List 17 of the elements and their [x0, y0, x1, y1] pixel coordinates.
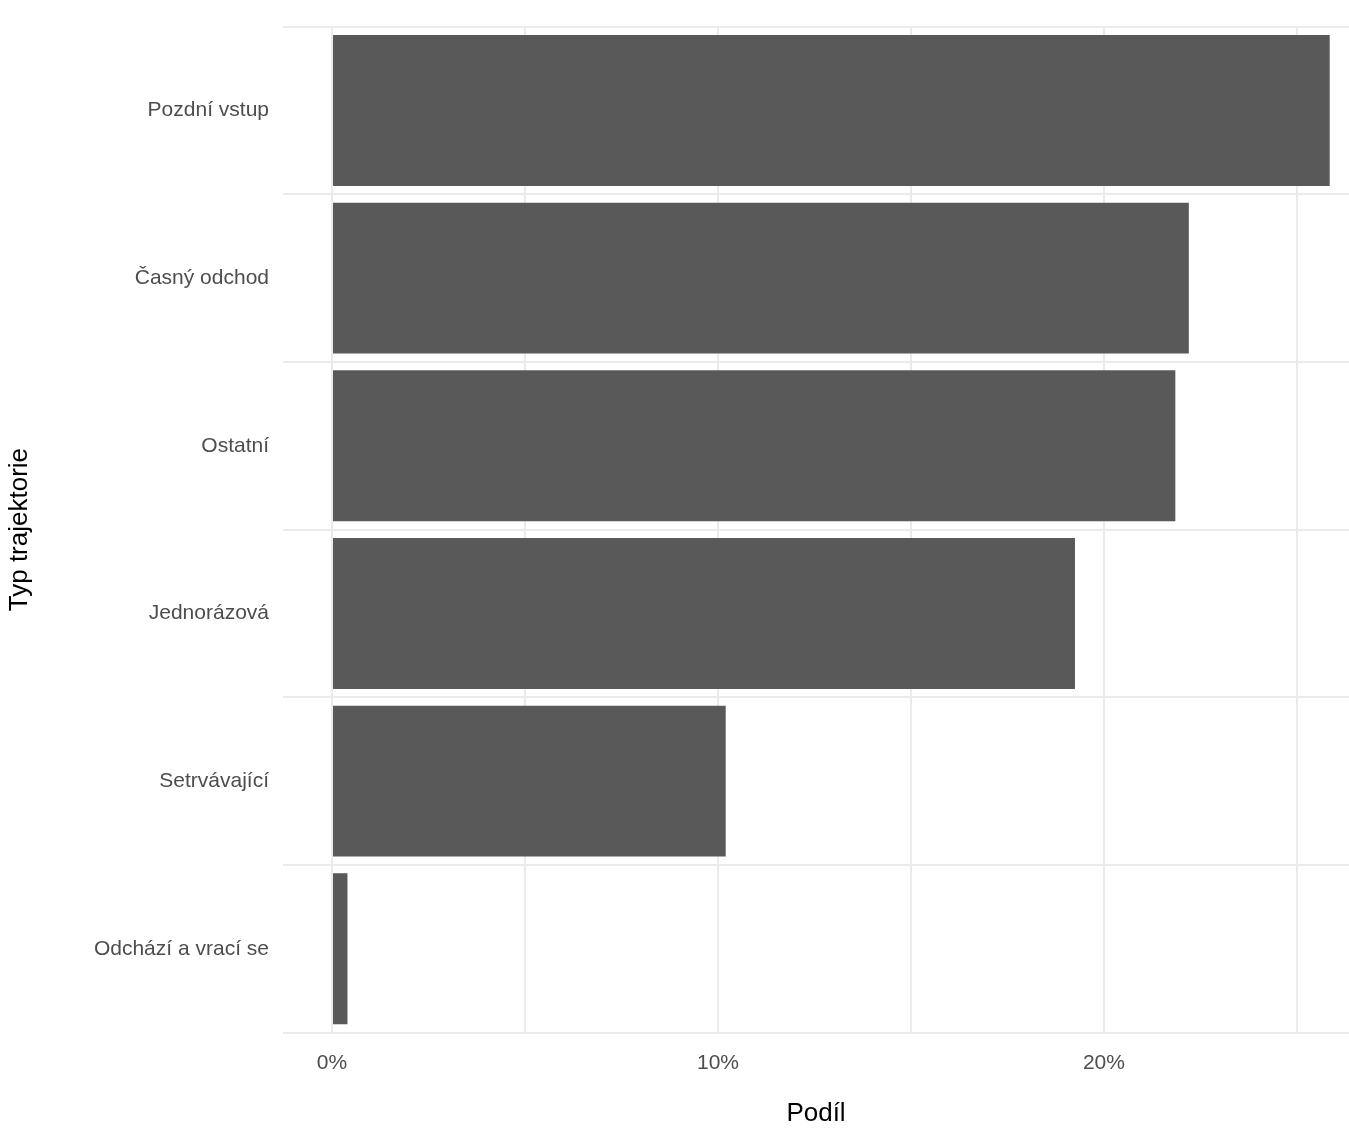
bar	[333, 873, 348, 1025]
y-tick-label: Odchází a vrací se	[93, 935, 269, 959]
bar	[333, 202, 1189, 354]
x-tick-label: 0%	[316, 1050, 348, 1073]
bar	[333, 537, 1075, 689]
x-tick-label: 20%	[1082, 1050, 1125, 1073]
bar	[333, 370, 1176, 522]
y-axis-title: Typ trajektorie	[2, 447, 33, 612]
y-tick-label: Jednorázová	[148, 600, 270, 624]
y-tick-label: Pozdní vstup	[147, 97, 269, 121]
x-tick-label: 10%	[696, 1050, 739, 1073]
x-axis-title: Podíl	[786, 1096, 846, 1127]
y-tick-label: Ostatní	[201, 432, 270, 456]
y-tick-label: Časný odchod	[134, 264, 269, 288]
y-tick-label: Setrvávající	[159, 767, 270, 791]
bar	[333, 34, 1330, 186]
bar	[333, 705, 726, 857]
